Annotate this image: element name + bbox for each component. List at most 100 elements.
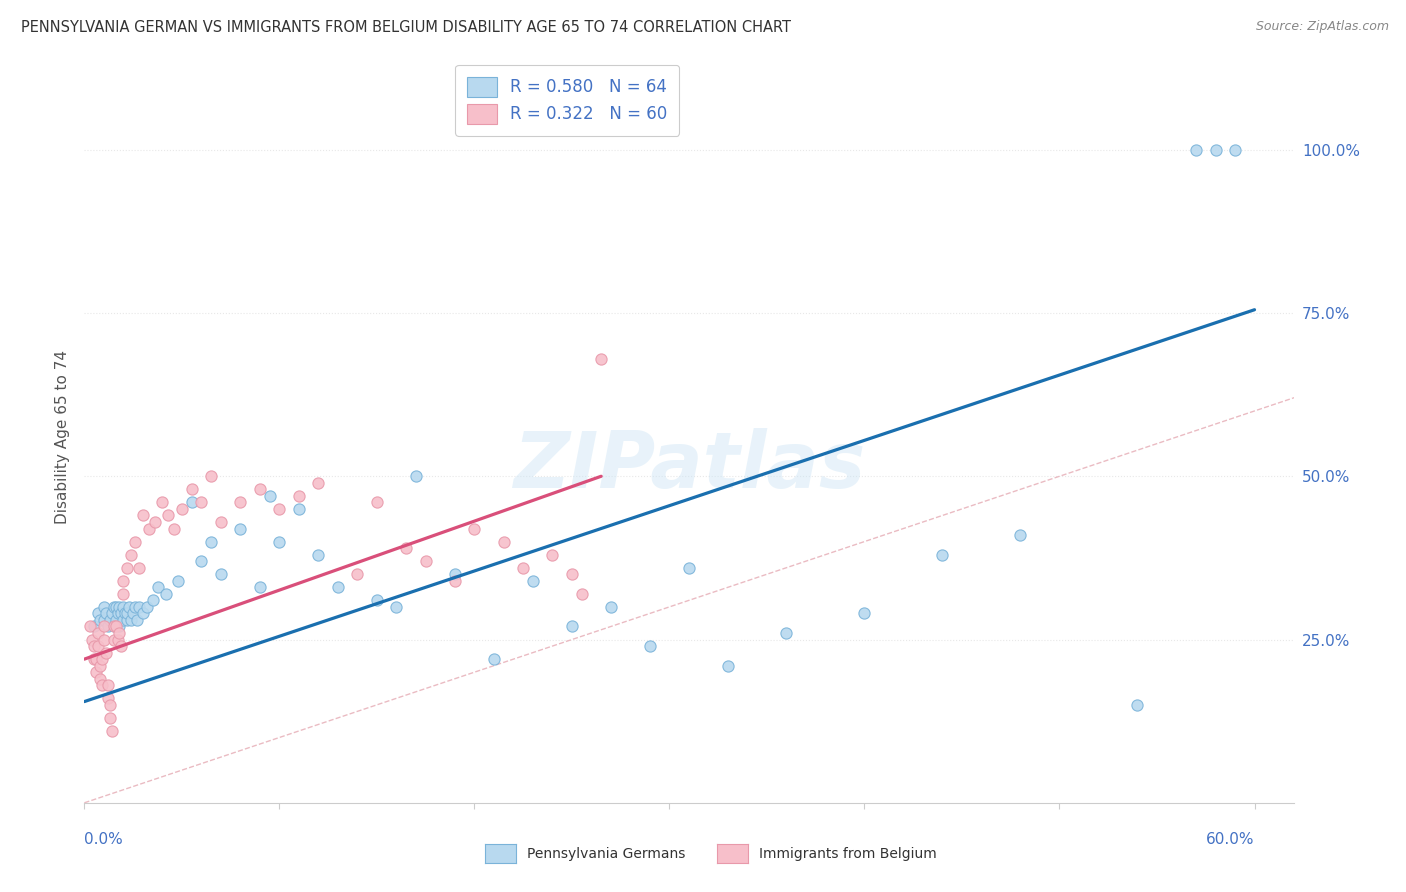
Point xyxy=(1205,143,1227,157)
Point xyxy=(395,541,418,555)
Point xyxy=(541,548,564,562)
Point xyxy=(561,619,583,633)
Point xyxy=(132,508,155,523)
Point xyxy=(89,672,111,686)
Point xyxy=(97,691,120,706)
Point xyxy=(1223,143,1246,157)
Text: 60.0%: 60.0% xyxy=(1206,832,1254,847)
Point xyxy=(117,607,139,621)
Point xyxy=(108,626,131,640)
Point xyxy=(93,599,115,614)
Point xyxy=(93,632,115,647)
Point xyxy=(482,652,505,666)
Point xyxy=(128,599,150,614)
Point xyxy=(112,599,135,614)
Point xyxy=(1185,143,1208,157)
Point xyxy=(103,599,125,614)
Point xyxy=(775,626,797,640)
Point xyxy=(117,560,139,574)
Point xyxy=(148,580,170,594)
Point xyxy=(87,626,110,640)
Point xyxy=(83,639,105,653)
Point xyxy=(853,607,876,621)
Point xyxy=(269,534,291,549)
Point xyxy=(104,613,127,627)
Point xyxy=(94,646,117,660)
Point xyxy=(512,560,534,574)
Point xyxy=(83,652,105,666)
Point xyxy=(112,574,135,588)
Text: Immigrants from Belgium: Immigrants from Belgium xyxy=(759,847,936,861)
Point xyxy=(108,599,131,614)
Point xyxy=(110,607,132,621)
Point xyxy=(209,567,232,582)
Point xyxy=(229,521,252,535)
Point xyxy=(678,560,700,574)
Point xyxy=(571,587,593,601)
Point xyxy=(326,580,349,594)
Point xyxy=(463,521,485,535)
Point xyxy=(114,607,136,621)
Point xyxy=(112,587,135,601)
Point xyxy=(93,619,115,633)
Point xyxy=(93,613,115,627)
Point xyxy=(157,508,180,523)
Point xyxy=(97,619,120,633)
Point xyxy=(180,483,202,497)
Point xyxy=(190,495,212,509)
Point xyxy=(1010,528,1032,542)
Point xyxy=(98,711,121,725)
Point xyxy=(110,639,132,653)
Point xyxy=(200,534,222,549)
Point xyxy=(142,593,165,607)
Point xyxy=(638,639,661,653)
Point xyxy=(366,495,388,509)
Point xyxy=(100,723,122,738)
Point xyxy=(249,483,271,497)
Point xyxy=(269,502,291,516)
Point xyxy=(307,475,329,490)
Point xyxy=(97,678,120,692)
Point xyxy=(200,469,222,483)
Point xyxy=(87,607,110,621)
Point xyxy=(84,665,107,680)
Point xyxy=(89,613,111,627)
Point xyxy=(94,607,117,621)
Point xyxy=(366,593,388,607)
Point xyxy=(190,554,212,568)
Point xyxy=(108,619,131,633)
Text: PENNSYLVANIA GERMAN VS IMMIGRANTS FROM BELGIUM DISABILITY AGE 65 TO 74 CORRELATI: PENNSYLVANIA GERMAN VS IMMIGRANTS FROM B… xyxy=(21,20,792,35)
Text: Source: ZipAtlas.com: Source: ZipAtlas.com xyxy=(1256,20,1389,33)
Point xyxy=(591,351,613,366)
Point xyxy=(112,613,135,627)
Point xyxy=(307,548,329,562)
Point xyxy=(118,599,141,614)
Point xyxy=(135,599,157,614)
Point xyxy=(98,613,121,627)
Point xyxy=(444,567,467,582)
Point xyxy=(104,619,127,633)
Point xyxy=(180,495,202,509)
Point xyxy=(143,515,166,529)
Point xyxy=(128,560,150,574)
Point xyxy=(87,639,110,653)
Point xyxy=(104,599,127,614)
Legend: R = 0.580   N = 64, R = 0.322   N = 60: R = 0.580 N = 64, R = 0.322 N = 60 xyxy=(456,65,679,136)
Point xyxy=(155,587,177,601)
Point xyxy=(444,574,467,588)
Point xyxy=(90,652,112,666)
Point xyxy=(125,613,148,627)
Point xyxy=(170,502,193,516)
Point xyxy=(103,632,125,647)
Point xyxy=(346,567,368,582)
Point xyxy=(120,613,142,627)
Point xyxy=(288,502,311,516)
Y-axis label: Disability Age 65 to 74: Disability Age 65 to 74 xyxy=(55,350,70,524)
Point xyxy=(167,574,190,588)
Point xyxy=(209,515,232,529)
Point xyxy=(89,658,111,673)
Point xyxy=(82,632,104,647)
Point xyxy=(717,658,740,673)
Point xyxy=(124,534,146,549)
Point xyxy=(405,469,427,483)
